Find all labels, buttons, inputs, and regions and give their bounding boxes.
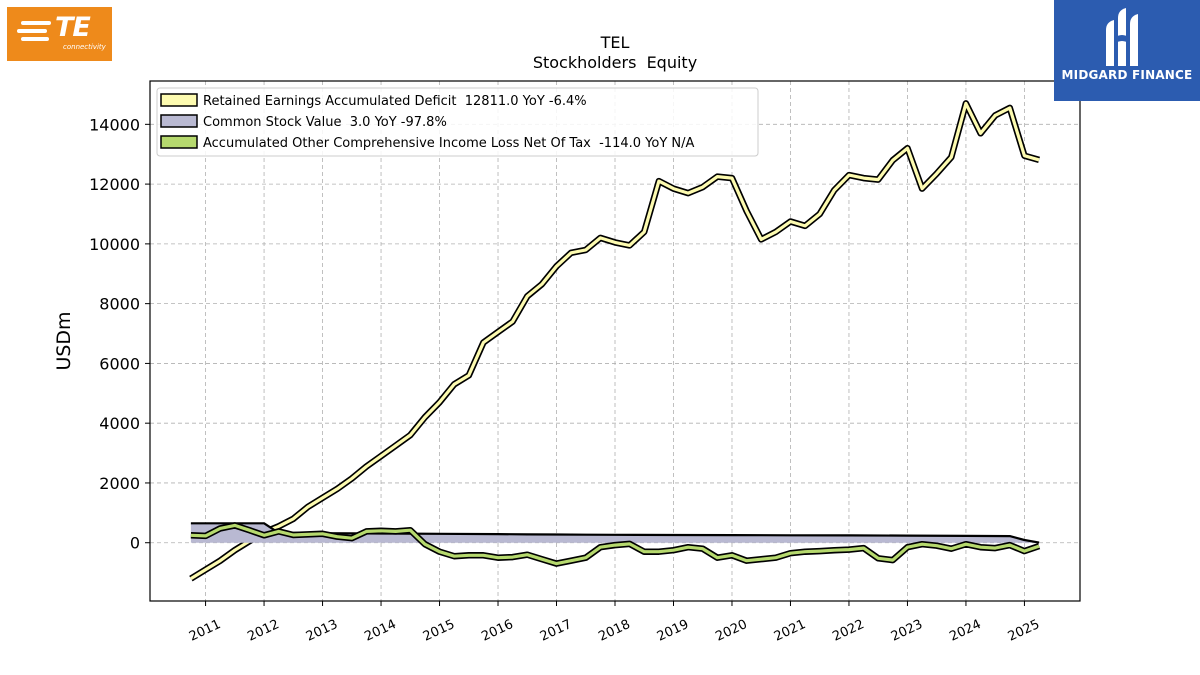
series-layer bbox=[189, 100, 1041, 582]
y-tick-label: 12000 bbox=[89, 175, 140, 194]
y-axis-label: USDm bbox=[53, 311, 75, 370]
legend-label: Retained Earnings Accumulated Deficit 12… bbox=[203, 94, 587, 109]
x-tick-label: 2025 bbox=[1006, 617, 1042, 645]
x-tick-label: 2015 bbox=[421, 617, 457, 645]
legend-swatch bbox=[160, 114, 198, 128]
series-1 bbox=[190, 522, 1040, 544]
legend-label: Accumulated Other Comprehensive Income L… bbox=[203, 136, 694, 151]
te-connectivity-logo: TE connectivity bbox=[7, 7, 112, 61]
legend-box bbox=[156, 87, 759, 157]
x-tick-label: 2024 bbox=[947, 617, 983, 645]
x-tick-label: 2023 bbox=[889, 617, 925, 645]
y-tick-label: 0 bbox=[130, 534, 140, 553]
y-tick-label: 10000 bbox=[89, 235, 140, 254]
series-0 bbox=[189, 100, 1040, 582]
x-tick-label: 2014 bbox=[362, 617, 398, 645]
series-line bbox=[190, 522, 1040, 544]
x-tick-label: 2013 bbox=[304, 617, 340, 645]
chart-title: TEL bbox=[600, 33, 630, 52]
series-line bbox=[190, 101, 1040, 580]
x-tick-label: 2018 bbox=[596, 617, 632, 645]
x-tick-label: 2019 bbox=[655, 617, 691, 645]
x-tick-label: 2022 bbox=[830, 617, 866, 645]
legend: Retained Earnings Accumulated Deficit 12… bbox=[156, 87, 759, 157]
x-tick-label: 2021 bbox=[772, 617, 808, 645]
series-area bbox=[190, 523, 1040, 543]
x-tick-label: 2017 bbox=[538, 617, 574, 645]
midgard-emblem-icon bbox=[1106, 8, 1138, 66]
midgard-finance-logo: MIDGARD FINANCE bbox=[1054, 0, 1200, 101]
y-tick-label: 4000 bbox=[99, 414, 140, 433]
legend-swatch bbox=[160, 135, 198, 149]
te-logo-mark: TE bbox=[55, 12, 91, 43]
series-line bbox=[190, 523, 1040, 566]
y-tick-label: 6000 bbox=[99, 354, 140, 373]
axis-layer: 0 2000 4000 6000 8000 10000 12000 14000 2011 2012… bbox=[89, 115, 1042, 644]
legend-swatch bbox=[160, 93, 198, 107]
midgard-logo-text: MIDGARD FINANCE bbox=[1061, 68, 1193, 82]
y-tick-label: 14000 bbox=[89, 115, 140, 134]
x-tick-label: 2016 bbox=[479, 617, 515, 645]
series-2 bbox=[190, 522, 1041, 567]
chart-subtitle: Stockholders Equity bbox=[533, 53, 697, 72]
x-tick-label: 2012 bbox=[245, 617, 281, 645]
te-logo-sub: connectivity bbox=[63, 43, 106, 51]
x-tick-label: 2011 bbox=[187, 617, 223, 645]
y-tick-label: 2000 bbox=[99, 474, 140, 493]
y-tick-label: 8000 bbox=[99, 295, 140, 314]
x-tick-label: 2020 bbox=[713, 617, 749, 645]
legend-label: Common Stock Value 3.0 YoY -97.8% bbox=[203, 115, 447, 130]
